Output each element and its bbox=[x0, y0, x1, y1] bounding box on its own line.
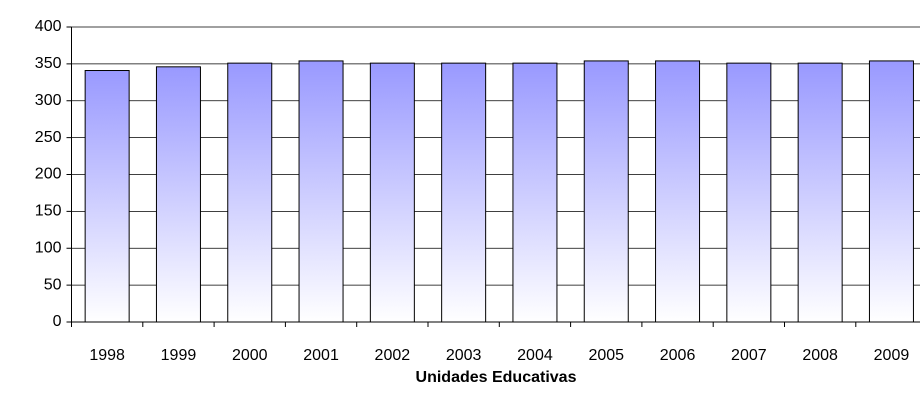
bar bbox=[298, 60, 344, 323]
x-tick-label: 2006 bbox=[660, 347, 696, 364]
bar bbox=[797, 62, 843, 323]
bar bbox=[227, 62, 273, 323]
x-tick-label: 1998 bbox=[89, 347, 125, 364]
bar bbox=[84, 70, 130, 323]
bar bbox=[726, 62, 772, 323]
bar bbox=[155, 66, 201, 323]
y-tick-label: 400 bbox=[35, 18, 62, 35]
bar bbox=[868, 60, 914, 323]
x-tick-label: 2008 bbox=[802, 347, 838, 364]
x-tick-label: 2007 bbox=[731, 347, 767, 364]
bar bbox=[441, 62, 487, 323]
bar bbox=[655, 60, 701, 323]
x-tick-label: 2005 bbox=[588, 347, 624, 364]
bar bbox=[583, 60, 629, 323]
x-tick-label: 2001 bbox=[303, 347, 339, 364]
y-tick-label: 300 bbox=[35, 92, 62, 109]
x-tick-label: 2000 bbox=[232, 347, 268, 364]
y-tick-label: 100 bbox=[35, 239, 62, 256]
x-axis-title: Unidades Educativas bbox=[416, 369, 577, 386]
x-tick-label: 2004 bbox=[517, 347, 553, 364]
x-tick-label: 2009 bbox=[874, 347, 910, 364]
y-tick-label: 200 bbox=[35, 166, 62, 183]
y-tick-label: 150 bbox=[35, 203, 62, 220]
y-tick-label: 350 bbox=[35, 55, 62, 72]
x-tick-label: 2002 bbox=[375, 347, 411, 364]
y-tick-label: 50 bbox=[44, 276, 62, 293]
bar bbox=[512, 62, 558, 323]
y-tick-label: 250 bbox=[35, 129, 62, 146]
bar bbox=[369, 62, 415, 323]
x-tick-label: 1999 bbox=[161, 347, 197, 364]
x-tick-label: 2003 bbox=[446, 347, 482, 364]
y-tick-label: 0 bbox=[53, 313, 62, 330]
